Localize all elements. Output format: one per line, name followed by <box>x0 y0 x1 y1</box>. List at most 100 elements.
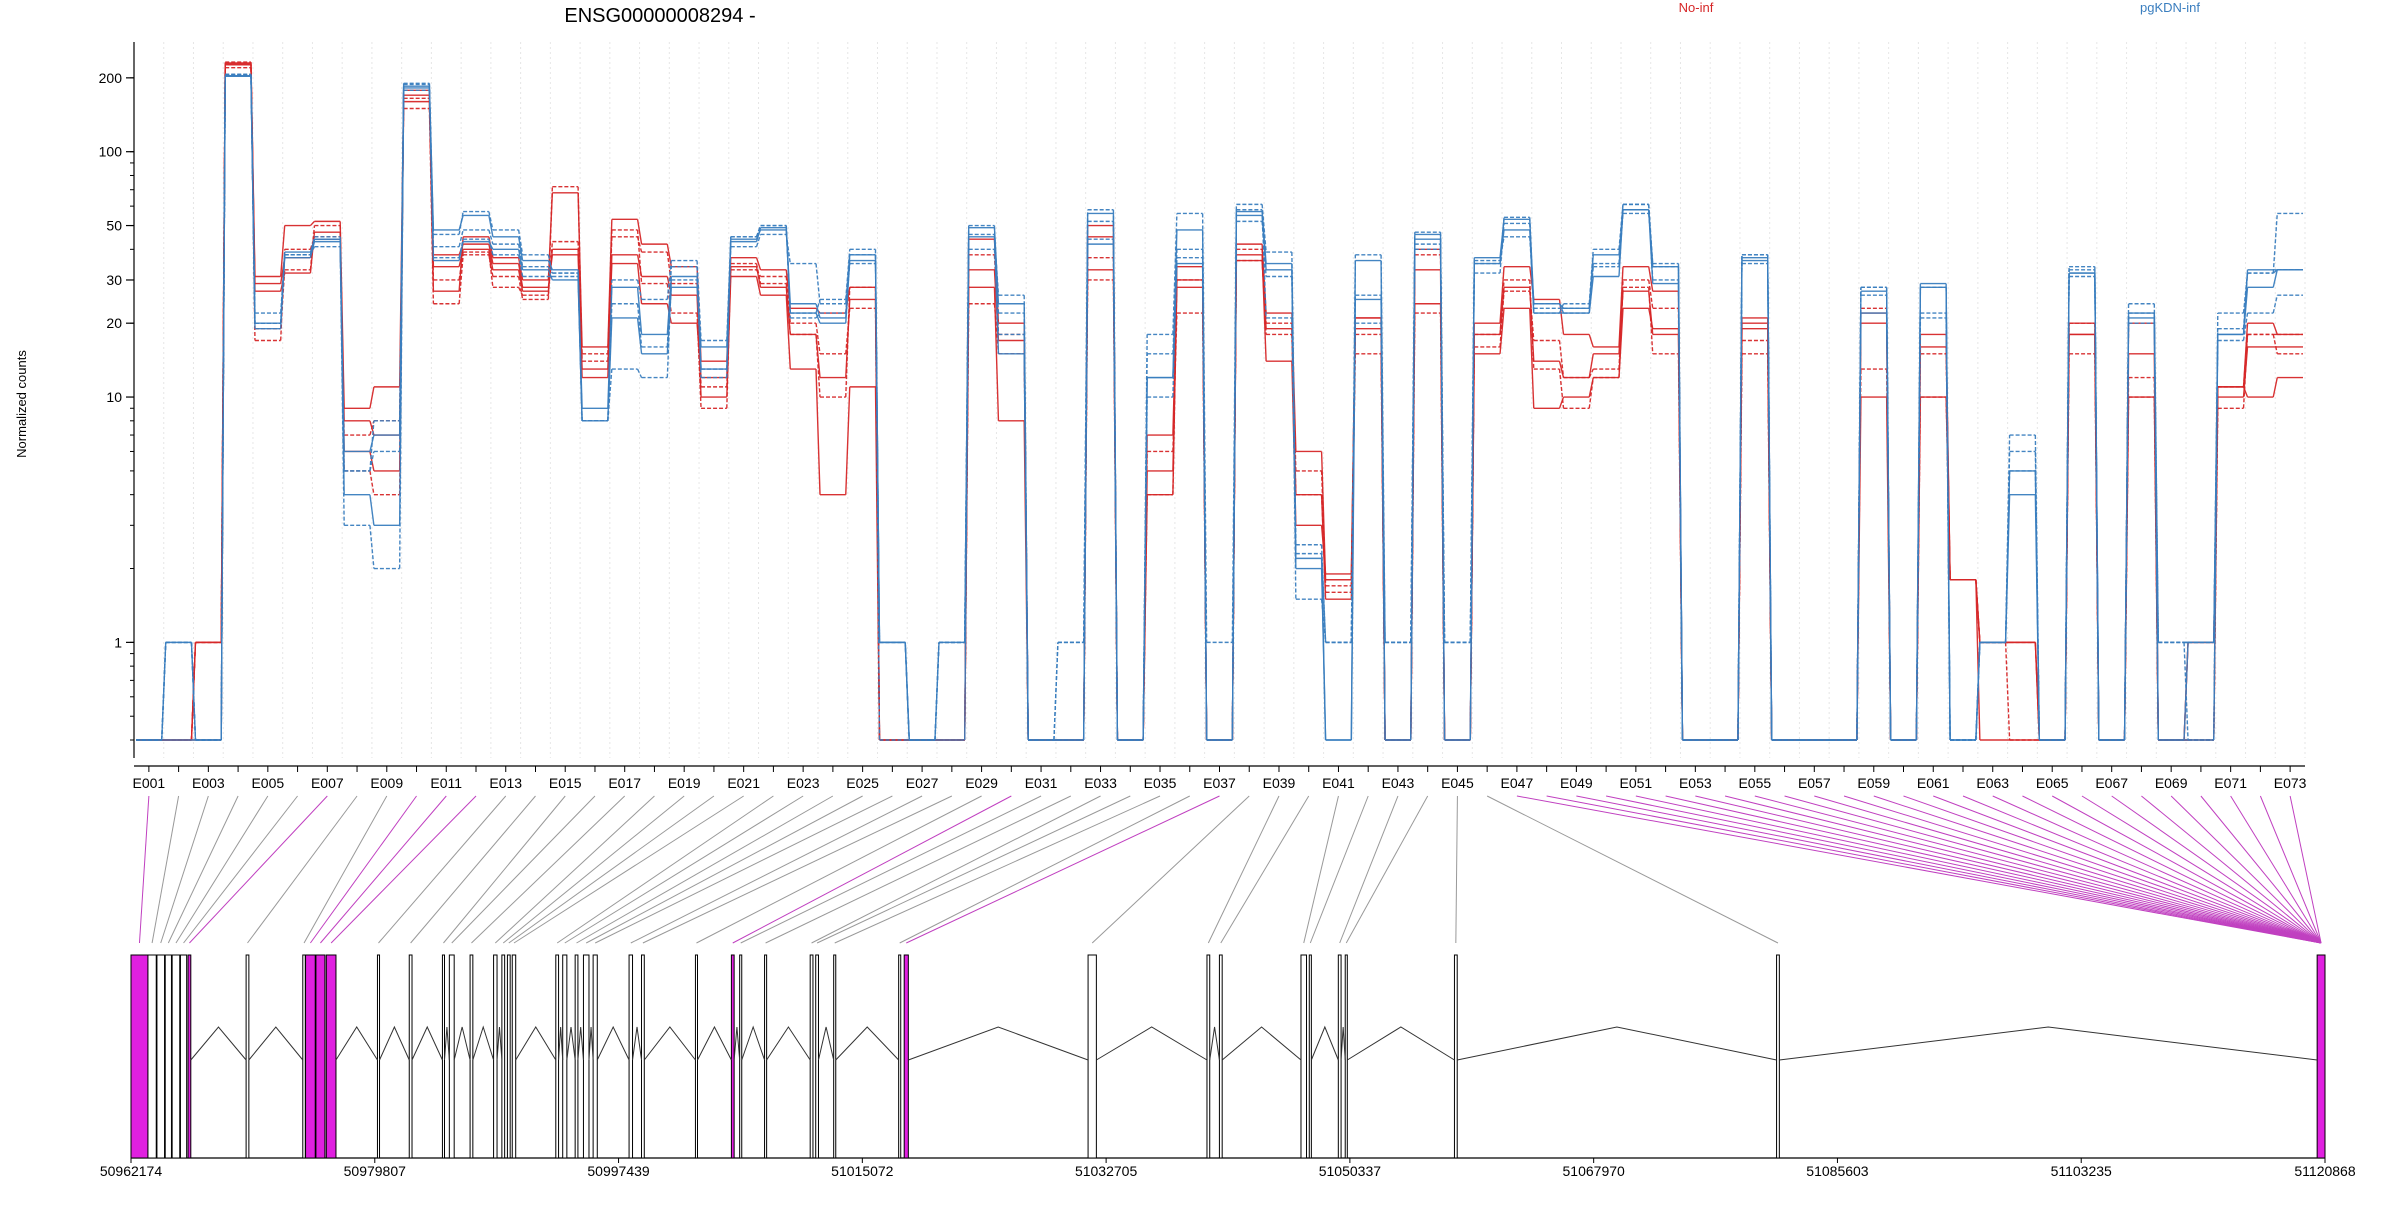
exon-connector <box>513 795 744 944</box>
exon-box <box>1308 954 1312 1159</box>
genome-tick-label: 51085603 <box>1806 1163 1869 1179</box>
exon-connector <box>1220 795 1310 944</box>
y-tick-label: 1 <box>114 634 122 650</box>
exon-box <box>315 954 326 1159</box>
exon-box <box>501 954 506 1159</box>
x-tick-label: E069 <box>2155 775 2188 791</box>
exon-connector <box>151 795 180 944</box>
exon-box <box>302 954 306 1159</box>
intron-line <box>1457 1026 1777 1061</box>
x-tick-label: E055 <box>1738 775 1771 791</box>
exon-connector <box>1992 795 2322 944</box>
exon-connector <box>160 795 209 944</box>
intron-line <box>741 1025 766 1061</box>
intron-line <box>1310 1025 1339 1061</box>
exon-connector <box>2259 795 2322 944</box>
legend-label-no-inf: No-inf <box>1679 0 1714 15</box>
exon-box <box>764 954 768 1159</box>
x-tick-label: E067 <box>2095 775 2128 791</box>
exon-connector <box>2051 795 2322 944</box>
exon-connector <box>564 795 804 944</box>
intron-line <box>1340 1026 1346 1061</box>
x-tick-label: E023 <box>787 775 820 791</box>
exon-connector <box>502 795 685 944</box>
exon-box <box>171 954 181 1159</box>
exon-box <box>506 954 511 1159</box>
exon-connector <box>1303 795 1339 944</box>
exon-box <box>1453 954 1458 1159</box>
exon-connector <box>1903 795 2322 944</box>
y-tick-label: 50 <box>106 218 122 234</box>
exon-box <box>187 954 192 1159</box>
exon-box <box>179 954 188 1159</box>
y-tick-label: 30 <box>106 272 122 288</box>
y-axis-label: Normalized counts <box>14 350 29 458</box>
exon-box <box>164 954 172 1159</box>
exon-box <box>1337 954 1342 1159</box>
x-tick-label: E053 <box>1679 775 1712 791</box>
exon-box <box>815 954 819 1159</box>
exon-connector <box>630 795 923 944</box>
exon-connector <box>2081 795 2322 944</box>
genome-tick-label: 51015072 <box>831 1163 894 1179</box>
exon-box <box>903 954 909 1159</box>
y-tick-label: 200 <box>99 70 123 86</box>
intron-line <box>643 1026 696 1061</box>
exon-connector <box>1546 795 2322 944</box>
x-tick-label: E065 <box>2036 775 2069 791</box>
exon-connector <box>471 795 626 944</box>
intron-line <box>835 1026 900 1061</box>
exon-box <box>562 954 568 1159</box>
x-tick-label: E031 <box>1025 775 1058 791</box>
exon-connector <box>443 795 566 944</box>
intron-line <box>1096 1026 1208 1061</box>
x-tick-label: E057 <box>1798 775 1831 791</box>
exon-connector <box>732 795 1012 944</box>
exon-box <box>1776 954 1780 1159</box>
intron-line <box>1779 1026 2318 1061</box>
exon-connector <box>642 795 953 944</box>
exon-connector <box>320 795 447 944</box>
exon-connector <box>1091 795 1250 944</box>
genome-tick-label: 50997439 <box>587 1163 650 1179</box>
exon-box <box>1218 954 1223 1159</box>
exon-box <box>574 954 579 1159</box>
exon-connector <box>1724 795 2322 944</box>
exon-connector <box>811 795 1101 944</box>
exon-connector <box>556 795 774 944</box>
exon-connector <box>189 795 328 944</box>
x-tick-label: E017 <box>608 775 641 791</box>
x-tick-label: E015 <box>549 775 582 791</box>
exon-box <box>809 954 814 1159</box>
intron-line <box>1209 1026 1220 1061</box>
x-tick-label: E029 <box>965 775 998 791</box>
x-tick-label: E021 <box>727 775 760 791</box>
exon-connector-lines <box>138 795 2322 944</box>
exon-connector <box>167 795 239 944</box>
exon-connector <box>303 795 388 944</box>
intron-line <box>453 1026 471 1061</box>
exon-connector <box>1873 795 2322 944</box>
exon-box <box>376 954 381 1159</box>
exon-box <box>592 954 598 1159</box>
exon-connector <box>1309 795 1369 944</box>
intron-line <box>1221 1026 1302 1061</box>
exon-box <box>156 954 166 1159</box>
intron-line <box>588 1026 594 1061</box>
x-tick-label: E073 <box>2274 775 2307 791</box>
intron-line <box>190 1026 247 1061</box>
exon-connector <box>1933 795 2322 944</box>
exon-box <box>469 954 474 1159</box>
exon-box <box>694 954 699 1159</box>
exon-connector <box>1843 795 2322 944</box>
x-tick-label: E027 <box>906 775 939 791</box>
exon-connector <box>1754 795 2322 944</box>
x-tick-label: E037 <box>1203 775 1236 791</box>
exon-connector <box>1784 795 2322 944</box>
genome-tick-label: 51032705 <box>1075 1163 1138 1179</box>
exon-connector <box>138 795 150 944</box>
exon-connector <box>1606 795 2322 944</box>
x-tick-label: E011 <box>430 775 462 791</box>
intron-line <box>908 1026 1089 1061</box>
